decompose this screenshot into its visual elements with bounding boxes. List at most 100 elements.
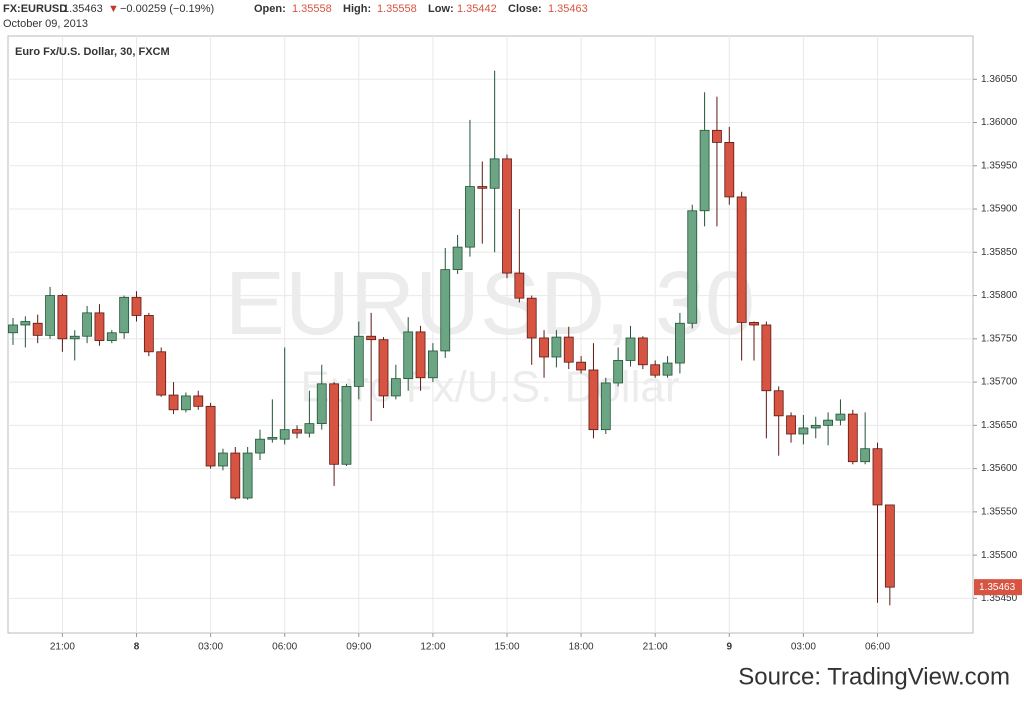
candle-body [230, 452, 241, 499]
candle-body [477, 186, 488, 189]
candle-body [218, 452, 228, 467]
y-tick-label: 1.35750 [981, 333, 1018, 344]
last-price-box [974, 579, 1022, 596]
x-tick-label: 15:00 [494, 642, 519, 653]
candle-body [600, 382, 611, 431]
candle-body [588, 369, 599, 431]
candle-body [539, 337, 549, 358]
candle-body [563, 336, 574, 363]
candle-body [180, 395, 191, 411]
candle-body [514, 272, 525, 299]
date: October 09, 2013 [3, 18, 88, 30]
open-value: 1.35558 [292, 3, 332, 15]
x-tick-label: 9 [727, 642, 733, 653]
candle-body [440, 269, 451, 352]
close-value: 1.35463 [548, 3, 588, 15]
close-label: Close: [508, 3, 542, 15]
y-tick-label: 1.35550 [981, 507, 1018, 518]
y-tick-label: 1.35950 [981, 160, 1018, 171]
candle-body [32, 322, 43, 336]
candle-body [724, 142, 735, 198]
x-tick-label: 18:00 [569, 642, 594, 653]
candle-body [699, 129, 710, 212]
y-tick-label: 1.35450 [981, 593, 1018, 604]
candle-body [119, 296, 130, 334]
candle-body [131, 296, 142, 316]
candle-body [835, 413, 846, 421]
candle-body [551, 336, 562, 358]
x-tick-label: 12:00 [420, 642, 445, 653]
candle-body [20, 321, 31, 326]
candle-body [662, 362, 673, 376]
candle-body [625, 337, 636, 361]
candle-body [489, 158, 500, 189]
candle-body [823, 419, 833, 426]
candle-body [502, 158, 512, 274]
y-tick-label: 1.35500 [981, 550, 1018, 561]
candle-body [168, 394, 179, 411]
plot-frame [7, 35, 974, 634]
candle-body [341, 386, 352, 465]
grid [8, 36, 973, 633]
candle-body [403, 331, 414, 380]
high-label: High: [343, 3, 371, 15]
candle-body [267, 437, 278, 440]
last-price-label: 1.35463 [979, 582, 1016, 593]
y-tick-label: 1.35650 [981, 420, 1018, 431]
candle-body [798, 427, 809, 435]
header: FX:EURUSD 1.35463 ▼ −0.00259 (−0.19%) Op… [3, 3, 588, 30]
x-tick-label: 09:00 [346, 642, 371, 653]
x-tick-label: 06:00 [272, 642, 297, 653]
open-label: Open: [254, 3, 286, 15]
x-tick-label: 21:00 [50, 642, 75, 653]
y-tick-label: 1.35800 [981, 290, 1018, 301]
watermark: EURUSD, 30 [225, 254, 755, 354]
candle-body [884, 504, 895, 588]
change-arrow: ▼ [108, 3, 119, 15]
x-tick-label: 8 [134, 642, 140, 653]
candle-body [687, 210, 698, 324]
candle-body [773, 390, 784, 417]
last-price: 1.35463 [63, 3, 103, 15]
candle-body [872, 448, 883, 506]
y-tick-label: 1.35850 [981, 247, 1018, 258]
candle-body [761, 324, 772, 392]
candle-body [45, 295, 55, 336]
y-tick-label: 1.36000 [981, 117, 1018, 128]
candle-body [205, 405, 216, 467]
candle-body [637, 337, 648, 366]
candle-body [847, 413, 858, 463]
candle-body [143, 315, 154, 353]
symbol: FX:EURUSD [3, 3, 67, 15]
candle-body [329, 383, 340, 465]
candle-body [736, 196, 747, 323]
candle-body [613, 360, 624, 384]
candle-body [242, 452, 253, 499]
candle-body [465, 186, 475, 248]
candle-body [452, 246, 463, 271]
x-tick-label: 03:00 [198, 642, 223, 653]
x-tick-label: 06:00 [865, 642, 890, 653]
candle-body [69, 335, 80, 340]
candle-body [390, 378, 401, 397]
candle-body [316, 383, 327, 425]
candle-body [94, 312, 105, 341]
y-tick-label: 1.35700 [981, 377, 1018, 388]
candle-body [675, 322, 685, 364]
candle-body [427, 350, 438, 379]
candle-body [366, 335, 377, 341]
high-value: 1.35558 [377, 3, 417, 15]
candles [8, 70, 895, 606]
candle-body [650, 364, 661, 376]
chart-title: Euro Fx/U.S. Dollar, 30, FXCM [15, 46, 170, 58]
candle-body [526, 297, 537, 339]
y-tick-label: 1.35900 [981, 204, 1018, 215]
candle-body [353, 335, 364, 387]
candle-body [576, 361, 586, 371]
candle-body [292, 429, 302, 434]
x-tick-label: 21:00 [643, 642, 668, 653]
low-value: 1.35442 [457, 3, 497, 15]
candle-body [8, 324, 18, 334]
candle-body [810, 424, 821, 429]
